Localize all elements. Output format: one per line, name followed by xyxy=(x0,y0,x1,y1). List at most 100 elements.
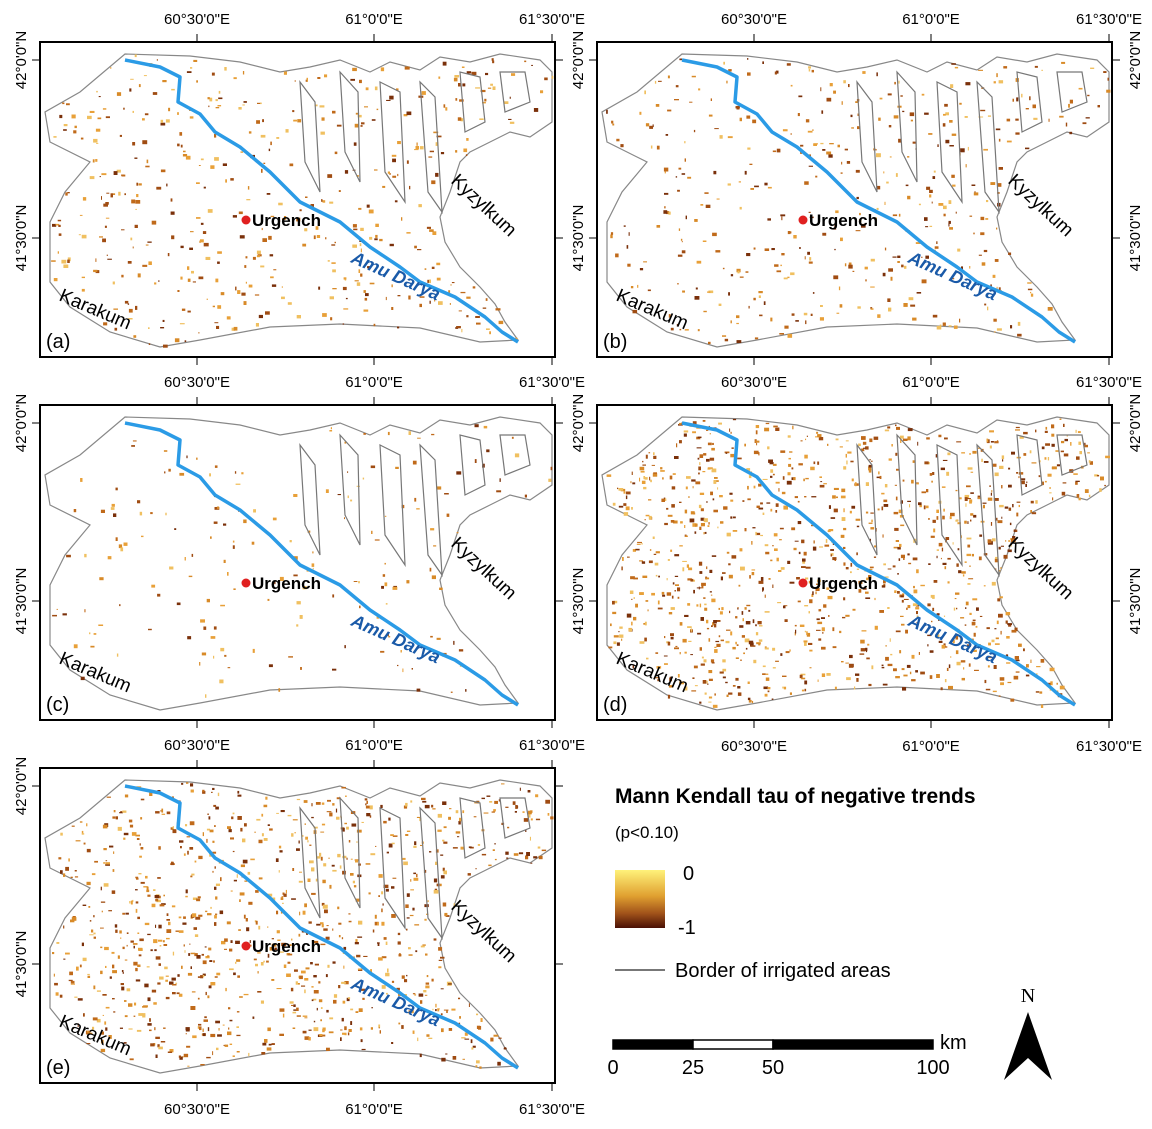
trend-pixel xyxy=(278,688,280,692)
trend-pixel xyxy=(456,810,459,813)
trend-pixel xyxy=(726,641,730,643)
trend-pixel xyxy=(759,625,763,626)
trend-pixel xyxy=(667,110,671,112)
trend-pixel xyxy=(701,523,705,526)
trend-pixel xyxy=(723,62,725,65)
trend-pixel xyxy=(450,303,451,305)
city-marker xyxy=(242,942,251,951)
trend-pixel xyxy=(992,640,995,643)
trend-pixel xyxy=(148,327,150,329)
trend-pixel xyxy=(118,192,120,196)
trend-pixel xyxy=(924,461,928,464)
trend-pixel xyxy=(348,913,350,914)
trend-pixel xyxy=(770,318,772,322)
trend-pixel xyxy=(158,846,161,850)
trend-pixel xyxy=(200,1064,204,1065)
trend-pixel xyxy=(779,333,784,335)
trend-pixel xyxy=(332,929,333,931)
trend-pixel xyxy=(322,1035,325,1037)
trend-pixel xyxy=(959,319,960,323)
trend-pixel xyxy=(338,494,341,495)
trend-pixel xyxy=(305,197,308,199)
trend-pixel xyxy=(670,633,674,636)
trend-pixel xyxy=(406,929,408,931)
longitude-label: 60°30'0"E xyxy=(164,737,230,754)
trend-pixel xyxy=(955,593,959,595)
trend-pixel xyxy=(677,190,680,192)
trend-pixel xyxy=(717,199,720,200)
trend-pixel xyxy=(117,92,121,96)
trend-pixel xyxy=(937,516,939,520)
trend-pixel xyxy=(621,567,622,571)
trend-pixel xyxy=(664,193,668,195)
trend-pixel xyxy=(713,620,717,623)
trend-pixel xyxy=(907,436,910,440)
trend-pixel xyxy=(225,1045,229,1047)
trend-pixel xyxy=(888,308,891,312)
trend-pixel xyxy=(387,852,389,854)
trend-pixel xyxy=(476,1065,478,1067)
trend-pixel xyxy=(776,503,779,507)
trend-pixel xyxy=(943,114,946,116)
trend-pixel xyxy=(337,907,339,910)
trend-pixel xyxy=(755,441,759,443)
trend-pixel xyxy=(180,846,182,848)
trend-pixel xyxy=(341,787,346,789)
trend-pixel xyxy=(506,858,508,859)
trend-pixel xyxy=(256,120,260,124)
trend-pixel xyxy=(448,817,451,820)
trend-pixel xyxy=(300,667,302,670)
trend-pixel xyxy=(177,603,181,606)
trend-pixel xyxy=(167,812,171,815)
trend-pixel xyxy=(730,516,732,518)
trend-pixel xyxy=(866,482,869,486)
trend-pixel xyxy=(352,68,357,71)
trend-pixel xyxy=(976,626,978,628)
trend-pixel xyxy=(933,520,936,523)
trend-pixel xyxy=(905,630,908,634)
trend-pixel xyxy=(861,648,866,651)
trend-pixel xyxy=(166,976,169,977)
trend-pixel xyxy=(438,814,442,818)
trend-pixel xyxy=(840,238,843,242)
trend-pixel xyxy=(250,940,251,943)
trend-pixel xyxy=(386,603,388,605)
trend-pixel xyxy=(788,334,793,338)
trend-pixel xyxy=(219,91,221,94)
trend-pixel xyxy=(370,283,375,285)
trend-pixel xyxy=(209,816,211,819)
trend-pixel xyxy=(1000,682,1004,685)
trend-pixel xyxy=(849,655,853,658)
trend-pixel xyxy=(1085,489,1089,493)
trend-pixel xyxy=(259,315,263,318)
trend-pixel xyxy=(430,636,433,638)
trend-pixel xyxy=(694,666,698,669)
trend-pixel xyxy=(626,496,627,500)
trend-pixel xyxy=(417,1038,418,1042)
trend-pixel xyxy=(312,999,314,1001)
trend-pixel xyxy=(1001,517,1002,519)
trend-pixel xyxy=(748,682,750,685)
trend-pixel xyxy=(703,311,706,312)
trend-pixel xyxy=(496,490,501,492)
longitude-label: 61°30'0"E xyxy=(519,1101,585,1118)
trend-pixel xyxy=(707,681,708,684)
trend-pixel xyxy=(701,583,706,586)
trend-pixel xyxy=(191,953,196,955)
trend-pixel xyxy=(209,985,212,988)
trend-pixel xyxy=(323,928,327,930)
trend-pixel xyxy=(87,116,92,119)
trend-pixel xyxy=(766,502,770,503)
trend-pixel xyxy=(798,113,800,116)
trend-pixel xyxy=(890,654,892,655)
trend-pixel xyxy=(145,113,149,115)
trend-pixel xyxy=(1036,666,1040,667)
trend-pixel xyxy=(262,238,267,242)
trend-pixel xyxy=(956,563,958,566)
trend-pixel xyxy=(152,904,156,908)
trend-pixel xyxy=(725,682,728,683)
trend-pixel xyxy=(699,571,702,574)
trend-pixel xyxy=(646,515,650,517)
trend-pixel xyxy=(213,805,216,807)
trend-pixel xyxy=(184,1054,188,1057)
